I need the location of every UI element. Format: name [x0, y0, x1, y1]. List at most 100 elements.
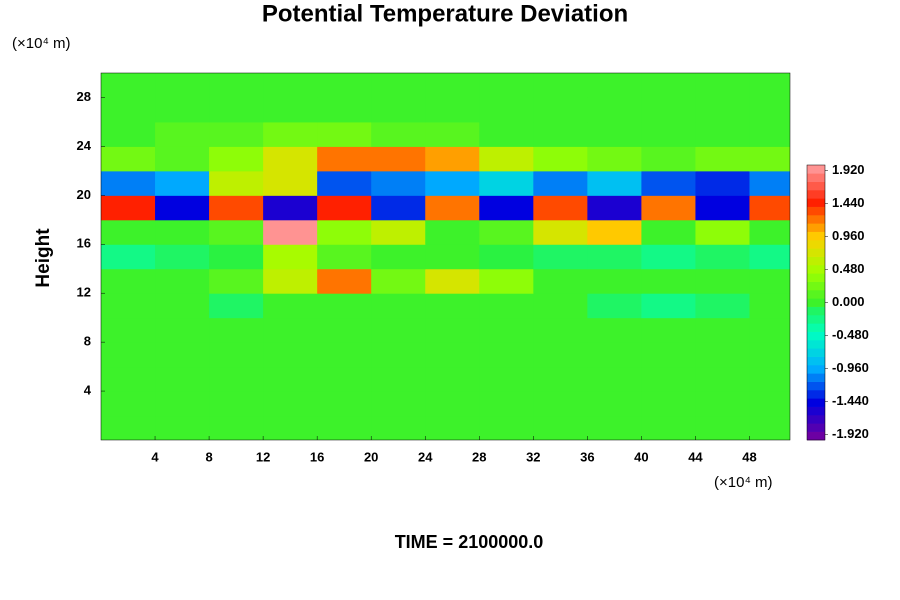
heatmap-cell [641, 317, 696, 343]
heatmap-cell [695, 195, 750, 221]
colorbar-swatch [807, 423, 825, 432]
heatmap-cell [209, 317, 264, 343]
heatmap-cell [263, 415, 318, 440]
y-tick-label: 28 [77, 89, 91, 104]
heatmap-cell [533, 146, 588, 172]
heatmap-cell [209, 342, 264, 368]
heatmap-cell [263, 366, 318, 392]
x-tick-label: 12 [256, 449, 270, 464]
heatmap [101, 73, 790, 440]
heatmap-cell [101, 366, 156, 392]
heatmap-cell [479, 268, 534, 294]
heatmap-cell [209, 219, 264, 245]
heatmap-cell [101, 391, 156, 417]
heatmap-cell [209, 97, 264, 123]
heatmap-cell [317, 146, 372, 172]
colorbar-swatch [807, 240, 825, 249]
colorbar-tick-label: 1.920 [832, 162, 865, 177]
x-tick-label: 8 [205, 449, 212, 464]
colorbar-swatch [807, 356, 825, 366]
heatmap-cell [317, 170, 372, 196]
heatmap-cell [425, 219, 480, 245]
heatmap-cell [641, 73, 696, 98]
heatmap-cell [263, 244, 318, 270]
heatmap-cell [101, 293, 156, 319]
heatmap-cell [749, 317, 790, 343]
heatmap-cell [425, 317, 480, 343]
colorbar-tick-label: -1.920 [832, 426, 869, 441]
heatmap-cell [155, 342, 210, 368]
heatmap-cell [425, 195, 480, 221]
heatmap-cell [317, 366, 372, 392]
y-tick-label: 20 [77, 187, 91, 202]
heatmap-cell [101, 342, 156, 368]
x-tick-label: 32 [526, 449, 540, 464]
chart-title: Potential Temperature Deviation [262, 0, 628, 27]
heatmap-cell [641, 195, 696, 221]
heatmap-cell [695, 244, 750, 270]
colorbar-swatch [807, 365, 825, 374]
heatmap-cell [479, 415, 534, 440]
heatmap-cell [209, 268, 264, 294]
x-tick-label: 36 [580, 449, 594, 464]
heatmap-cell [371, 219, 426, 245]
colorbar-swatch [807, 398, 825, 407]
heatmap-cell [263, 317, 318, 343]
heatmap-cell [533, 268, 588, 294]
heatmap-cell [155, 195, 210, 221]
heatmap-cell [587, 97, 642, 123]
heatmap-cell [749, 97, 790, 123]
heatmap-cell [749, 366, 790, 392]
heatmap-cell [425, 415, 480, 440]
heatmap-cell [209, 73, 264, 98]
heatmap-cell [695, 73, 750, 98]
heatmap-cell [317, 195, 372, 221]
heatmap-cell [533, 73, 588, 98]
heatmap-cell [695, 293, 750, 319]
heatmap-cell [317, 73, 372, 98]
heatmap-cell [155, 366, 210, 392]
colorbar-tick-label: -1.440 [832, 393, 869, 408]
heatmap-cell [533, 170, 588, 196]
heatmap-cell [155, 97, 210, 123]
colorbar-swatch [807, 390, 825, 399]
heatmap-cell [587, 121, 642, 147]
heatmap-cell [479, 73, 534, 98]
colorbar-swatch [807, 406, 825, 416]
x-tick-label: 28 [472, 449, 486, 464]
heatmap-cell [479, 293, 534, 319]
heatmap-cell [155, 121, 210, 147]
heatmap-cell [425, 146, 480, 172]
y-tick-label: 4 [84, 383, 92, 398]
colorbar-tick-label: -0.960 [832, 360, 869, 375]
heatmap-cell [587, 244, 642, 270]
heatmap-cell [425, 293, 480, 319]
heatmap-cell [155, 73, 210, 98]
heatmap-cell [533, 244, 588, 270]
x-tick-label: 20 [364, 449, 378, 464]
colorbar-tick-label: 1.440 [832, 195, 865, 210]
heatmap-cell [263, 170, 318, 196]
heatmap-cell [155, 268, 210, 294]
colorbar-tick-label: -0.480 [832, 327, 869, 342]
heatmap-cell [155, 293, 210, 319]
heatmap-cell [533, 293, 588, 319]
heatmap-cell [587, 366, 642, 392]
colorbar-swatch [807, 381, 825, 391]
heatmap-cell [101, 97, 156, 123]
heatmap-cell [317, 391, 372, 417]
heatmap-cell [263, 293, 318, 319]
heatmap-cell [749, 73, 790, 98]
colorbar-swatch [807, 273, 825, 282]
colorbar-swatch [807, 173, 825, 182]
colorbar-swatch [807, 223, 825, 232]
heatmap-cell [209, 366, 264, 392]
heatmap-cell [533, 342, 588, 368]
heatmap-cell [479, 317, 534, 343]
colorbar-swatch [807, 415, 825, 424]
colorbar-swatch [807, 306, 825, 316]
x-tick-label: 44 [688, 449, 703, 464]
heatmap-cell [371, 317, 426, 343]
heatmap-cell [425, 342, 480, 368]
heatmap-cell [749, 244, 790, 270]
